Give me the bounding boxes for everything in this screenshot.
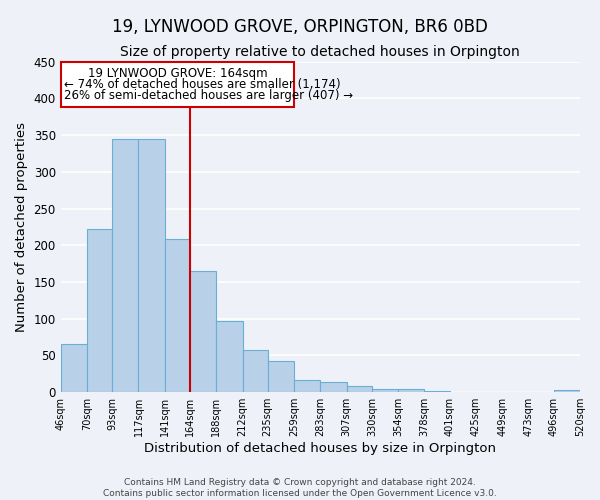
Bar (424, 390, 449, 392)
Bar (87, 229, 112, 392)
Bar (320, 382, 347, 392)
Bar (372, 388, 398, 392)
Bar (216, 321, 242, 392)
Bar (347, 386, 372, 392)
Bar (398, 388, 424, 392)
Bar (268, 360, 294, 392)
Bar (165, 238, 190, 392)
Bar (139, 138, 165, 392)
Bar (242, 350, 268, 392)
Bar (294, 380, 320, 392)
Text: Contains HM Land Registry data © Crown copyright and database right 2024.
Contai: Contains HM Land Registry data © Crown c… (103, 478, 497, 498)
FancyBboxPatch shape (61, 62, 294, 107)
Title: Size of property relative to detached houses in Orpington: Size of property relative to detached ho… (121, 45, 520, 59)
X-axis label: Distribution of detached houses by size in Orpington: Distribution of detached houses by size … (145, 442, 496, 455)
Text: 19, LYNWOOD GROVE, ORPINGTON, BR6 0BD: 19, LYNWOOD GROVE, ORPINGTON, BR6 0BD (112, 18, 488, 36)
Text: 19 LYNWOOD GROVE: 164sqm: 19 LYNWOOD GROVE: 164sqm (88, 68, 267, 80)
Text: ← 74% of detached houses are smaller (1,174): ← 74% of detached houses are smaller (1,… (64, 78, 341, 92)
Text: 26% of semi-detached houses are larger (407) →: 26% of semi-detached houses are larger (… (64, 90, 353, 102)
Y-axis label: Number of detached properties: Number of detached properties (15, 122, 28, 332)
Bar (554, 390, 580, 392)
Bar (190, 271, 216, 392)
Bar (112, 138, 139, 392)
Bar (61, 344, 87, 392)
